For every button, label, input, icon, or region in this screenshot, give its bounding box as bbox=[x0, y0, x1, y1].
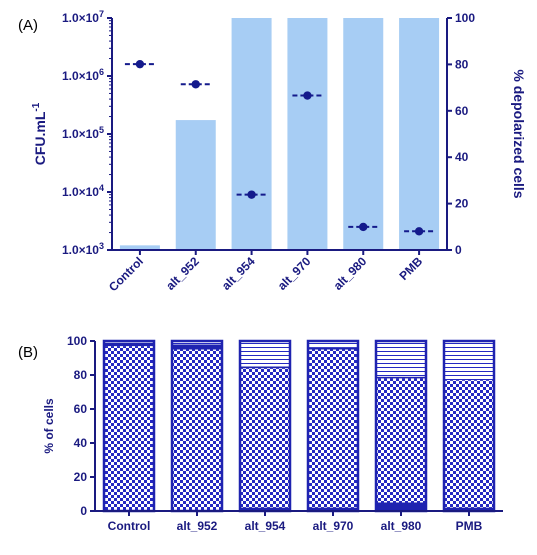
b-y-tick-label: 0 bbox=[80, 504, 87, 518]
stack-segment-alt_970-horizontal-lines-3 bbox=[308, 341, 358, 348]
b-x-tick-label-alt_952: alt_952 bbox=[177, 519, 218, 533]
left-y-axis-title: CFU.mL-1 bbox=[31, 102, 48, 165]
stack-segment-alt_970-solid-2 bbox=[308, 347, 358, 350]
b-y-tick-label: 80 bbox=[74, 368, 88, 382]
right-y-tick-label: 20 bbox=[455, 197, 469, 211]
panel-b-label: (B) bbox=[18, 344, 38, 361]
left-y-tick-label: 1.0×107 bbox=[62, 9, 104, 25]
stack-segment-alt_954-solid-2 bbox=[240, 366, 290, 369]
stack-segment-alt_970-solid-0 bbox=[308, 507, 358, 511]
b-y-tick-label: 20 bbox=[74, 470, 88, 484]
stack-segment-alt_954-horizontal-lines-3 bbox=[240, 341, 290, 367]
panel-a-label: (A) bbox=[18, 17, 38, 34]
stack-segment-pmb-checker-1 bbox=[444, 380, 494, 508]
right-y-tick-label: 80 bbox=[455, 57, 469, 71]
b-y-tick-label: 60 bbox=[74, 402, 88, 416]
b-x-tick-label-pmb: PMB bbox=[456, 519, 483, 533]
left-y-tick-label: 1.0×103 bbox=[62, 241, 104, 257]
depolarized-bar-pmb bbox=[399, 18, 440, 250]
stack-segment-alt_954-solid-0 bbox=[240, 507, 290, 511]
b-y-axis-title: % of cells bbox=[42, 398, 56, 454]
stack-segment-pmb-horizontal-lines-3 bbox=[444, 341, 494, 381]
right-y-tick-label: 40 bbox=[455, 150, 469, 164]
x-tick-label-alt_980: alt_980 bbox=[331, 254, 370, 293]
b-y-tick-label: 40 bbox=[74, 436, 88, 450]
stack-segment-alt_952-solid-2 bbox=[172, 344, 222, 350]
right-y-tick-label: 100 bbox=[455, 11, 475, 25]
depolarized-bar-alt_970 bbox=[287, 18, 328, 250]
depolarized-bar-alt_954 bbox=[231, 18, 272, 250]
stack-segment-alt_980-checker-1 bbox=[376, 378, 426, 503]
stack-segment-pmb-solid-0 bbox=[444, 507, 494, 511]
x-tick-label-alt_970: alt_970 bbox=[275, 254, 314, 293]
depolarized-bar-alt_952 bbox=[175, 120, 216, 250]
right-y-tick-label: 0 bbox=[455, 243, 462, 257]
b-x-tick-label-alt_970: alt_970 bbox=[313, 519, 354, 533]
b-x-tick-label-control: Control bbox=[108, 519, 151, 533]
stack-segment-alt_952-checker-1 bbox=[172, 349, 222, 511]
stack-segment-alt_980-solid-2 bbox=[376, 376, 426, 379]
depolarized-bar-control bbox=[119, 245, 160, 250]
b-x-tick-label-alt_980: alt_980 bbox=[381, 519, 422, 533]
stack-segment-alt_970-checker-1 bbox=[308, 349, 358, 508]
left-y-tick-label: 1.0×104 bbox=[62, 183, 104, 199]
x-tick-label-alt_954: alt_954 bbox=[219, 254, 258, 293]
stack-segment-alt_954-checker-1 bbox=[240, 368, 290, 508]
right-y-axis-title: % depolarized cells bbox=[511, 69, 527, 198]
cfu-point-alt_954 bbox=[247, 190, 256, 199]
stack-segment-control-checker-1 bbox=[104, 346, 154, 511]
stack-segment-alt_952-horizontal-lines-3 bbox=[172, 341, 222, 345]
left-y-tick-label: 1.0×105 bbox=[62, 125, 104, 141]
cfu-point-pmb bbox=[414, 227, 424, 236]
x-tick-label-alt_952: alt_952 bbox=[163, 254, 202, 293]
left-y-tick-label: 1.0×106 bbox=[62, 67, 104, 83]
b-x-tick-label-alt_954: alt_954 bbox=[245, 519, 286, 533]
cfu-point-control bbox=[135, 59, 145, 69]
x-tick-label-control: Control bbox=[106, 254, 146, 294]
stack-segment-alt_980-horizontal-lines-3 bbox=[376, 341, 426, 377]
cfu-point-alt_980 bbox=[359, 222, 368, 232]
x-tick-label-pmb: PMB bbox=[396, 254, 425, 283]
stack-segment-control-solid-2 bbox=[104, 342, 154, 347]
depolarized-bar-alt_980 bbox=[343, 18, 384, 250]
b-y-tick-label: 100 bbox=[67, 334, 87, 348]
cfu-point-alt_952 bbox=[191, 80, 200, 89]
stack-segment-alt_980-solid-0 bbox=[376, 502, 426, 511]
cfu-point-alt_970 bbox=[303, 91, 312, 100]
chart-b-stacked-percentages: 0 20 40 60 80 100 Control alt_952 alt_954 alt_970… bbox=[42, 334, 503, 533]
chart-a-depolarization: 1.0×103 1.0×104 1.0×105 1.0×106 1.0×107 0 20 40… bbox=[31, 9, 527, 294]
right-y-tick-label: 60 bbox=[455, 104, 469, 118]
